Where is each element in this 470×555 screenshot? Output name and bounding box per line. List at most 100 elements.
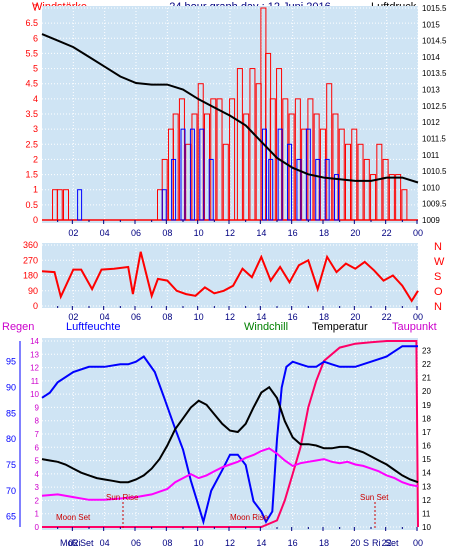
y-rain-tick-label: 12 [30, 364, 39, 373]
wind-bar [334, 174, 340, 221]
x-tick-label: 06 [131, 312, 141, 322]
y-humidity-tick-label: 90 [6, 383, 16, 393]
x-tick-label: 00 [413, 538, 423, 548]
y-rain-tick-label: 8 [35, 417, 40, 426]
y-temp-tick-label: 20 [422, 387, 431, 396]
legend-luftfeuchte: Luftfeuchte [66, 321, 120, 333]
x-tick-label: 12 [225, 228, 235, 238]
panel-wind-pressure: 0 0.5 1 1.5 2 2.5 3 3.5 4 4.5 5 5.5 6 6.5 7 1009 1009.5 1… [25, 3, 447, 238]
legend-regen: Regen [2, 321, 34, 333]
wind-bar [161, 189, 167, 221]
y-left-tick-label: 6.5 [25, 18, 38, 28]
x-tick-label: 14 [256, 228, 266, 238]
y-right-tick-label: 1015.5 [422, 4, 447, 13]
x-tick-label: 04 [100, 312, 110, 322]
y-rain-tick-label: 9 [35, 403, 40, 412]
x-tick-label: 18 [319, 228, 329, 238]
wind-direction-line [41, 251, 419, 303]
x-tick-label: 02 [68, 228, 78, 238]
y-left-tick-label: 1 [33, 185, 38, 195]
y-humidity-tick-label: 95 [6, 357, 16, 367]
x-tick-label: 16 [288, 228, 298, 238]
x-tick-label: 18 [319, 538, 329, 548]
wind-bar [324, 158, 330, 221]
annotation-sun-set: Sun Set [360, 493, 389, 502]
y-rain-tick-label: 4 [35, 470, 40, 479]
panel2-lines [41, 251, 419, 303]
panel3-lines [41, 340, 419, 528]
wind-bar [261, 128, 267, 221]
humidity-line [41, 345, 418, 526]
wind-bar [315, 158, 321, 221]
y-rain-tick-label: 13 [30, 350, 39, 359]
wind-bar [77, 189, 83, 221]
compass-label: N [434, 301, 442, 313]
overlay-ri: Ri [72, 538, 81, 548]
y-temp-tick-label: 23 [422, 347, 431, 356]
x-tick-label: 20 [350, 312, 360, 322]
y-right-tick-label: 1011.5 [422, 134, 446, 143]
y-rain-tick-label: 3 [35, 483, 40, 492]
compass-label: W [434, 256, 445, 268]
y-rain-tick-label: 5 [35, 457, 40, 466]
y-temp-tick-label: 19 [422, 401, 431, 410]
wind-bar [199, 128, 205, 221]
y-tick-label: 270 [23, 255, 38, 265]
wind-bar [287, 143, 293, 221]
y-rain-tick-label: 6 [35, 443, 40, 452]
y-temp-tick-label: 10 [422, 523, 431, 532]
x-tick-label: 22 [382, 538, 392, 548]
y-right-tick-label: 1015 [422, 20, 440, 29]
x-tick-label: 20 [350, 228, 360, 238]
compass-label: S [434, 271, 441, 283]
x-tick-label: 08 [162, 538, 172, 548]
y-left-tick-label: 3.5 [25, 109, 38, 119]
legend-taupunkt: Taupunkt [392, 321, 437, 333]
y-right-tick-label: 1012.5 [422, 102, 447, 111]
compass-label: O [434, 286, 443, 298]
x-tick-label: 12 [225, 312, 235, 322]
y-left-tick-label: 6 [33, 33, 38, 43]
compass-label: N [434, 241, 442, 253]
x-tick-label: 02 [68, 538, 78, 548]
annotation-sun-rise: Sun Rise [106, 493, 139, 502]
y-left-tick-label: 4 [33, 94, 38, 104]
overlay-set-2: Set [385, 538, 399, 548]
y-temp-tick-label: 21 [422, 374, 431, 383]
y-tick-label: 360 [23, 240, 38, 250]
x-tick-label: 04 [100, 228, 110, 238]
y-left-tick-label: 3 [33, 124, 38, 134]
y-left-tick-label: 4.5 [25, 79, 38, 89]
pressure-line [41, 33, 419, 184]
overlay-ri-2: Ri [372, 538, 381, 548]
x-tick-label: 20 [350, 538, 360, 548]
x-tick-label: 16 [288, 312, 298, 322]
y-tick-label: 180 [23, 271, 38, 281]
y-left-tick-label: 0 [33, 215, 38, 225]
x-tick-label: 04 [100, 538, 110, 548]
y-right-tick-label: 1010.5 [422, 167, 447, 176]
y-rain-tick-label: 1 [35, 510, 40, 519]
y-left-tick-label: 0.5 [25, 200, 38, 210]
annotation-moon-set: Moon Set [56, 513, 91, 522]
x-tick-label: 22 [382, 312, 392, 322]
temperature-line [41, 385, 419, 484]
y-right-tick-label: 1013 [422, 86, 440, 95]
wind-bar [208, 158, 214, 221]
wind-bar [296, 158, 302, 221]
x-tick-label: 08 [162, 228, 172, 238]
panel1-lines [41, 33, 419, 184]
x-tick-label: 12 [225, 538, 235, 548]
y-tick-label: 90 [28, 286, 38, 296]
y-rain-tick-label: 2 [35, 496, 40, 505]
x-tick-label: 14 [256, 538, 266, 548]
x-tick-label: 02 [68, 312, 78, 322]
x-tick-label: 10 [194, 312, 204, 322]
y-left-tick-label: 2.5 [25, 139, 38, 149]
x-tick-label: 22 [382, 228, 392, 238]
x-tick-label: 16 [288, 538, 298, 548]
y-humidity-tick-label: 85 [6, 408, 16, 418]
y-left-tick-label: 2 [33, 154, 38, 164]
y-left-tick-label: 7 [33, 3, 38, 13]
